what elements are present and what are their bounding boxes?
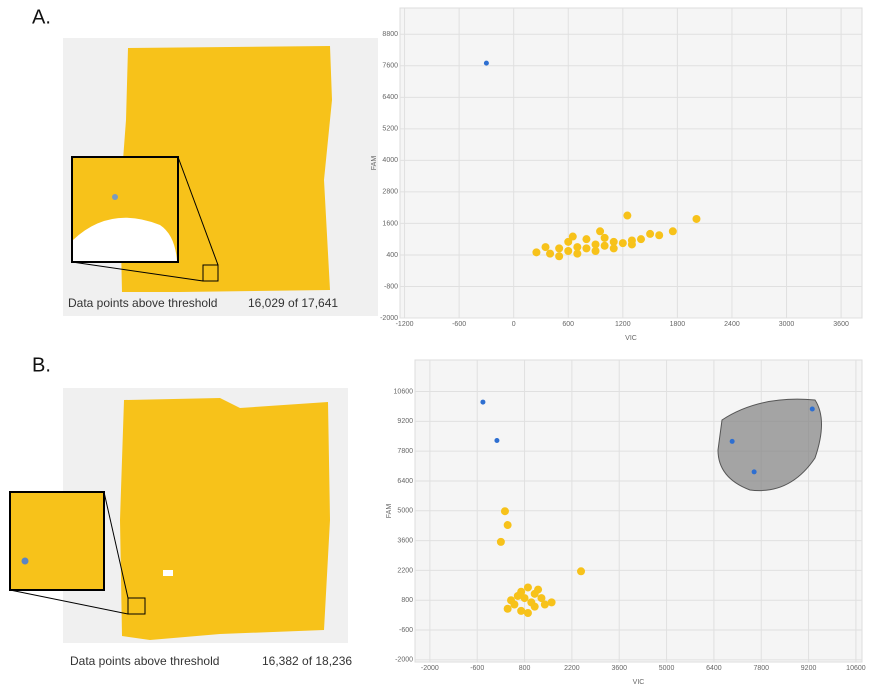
y-tick-label: -2000 bbox=[380, 315, 398, 322]
data-point bbox=[582, 235, 590, 243]
data-point bbox=[610, 244, 618, 252]
data-point bbox=[484, 61, 489, 66]
x-tick-label: -1200 bbox=[396, 321, 414, 328]
x-tick-label: 0 bbox=[512, 321, 516, 328]
data-point bbox=[521, 594, 529, 602]
data-point bbox=[592, 247, 600, 255]
data-point bbox=[623, 212, 631, 220]
figure: A. B. Data points above threshold 16,029… bbox=[0, 0, 871, 700]
data-point bbox=[810, 406, 815, 411]
x-tick-label: -600 bbox=[470, 665, 484, 672]
x-tick-label: 2400 bbox=[724, 321, 740, 328]
x-tick-label: 5000 bbox=[659, 665, 675, 672]
panel-label: B. bbox=[32, 354, 51, 376]
y-tick-label: 3600 bbox=[397, 537, 413, 544]
data-point bbox=[628, 240, 636, 248]
data-point bbox=[504, 605, 512, 613]
x-tick-label: 2200 bbox=[564, 665, 580, 672]
data-point bbox=[577, 567, 585, 575]
y-tick-label: 8800 bbox=[382, 31, 398, 38]
x-tick-label: 3600 bbox=[833, 321, 849, 328]
data-point bbox=[517, 607, 525, 615]
data-point bbox=[601, 242, 609, 250]
zoom-dot bbox=[22, 558, 29, 565]
x-axis-label: VIC bbox=[633, 679, 645, 686]
y-tick-label: 800 bbox=[401, 597, 413, 604]
y-tick-label: 10600 bbox=[394, 388, 414, 395]
y-tick-label: 5200 bbox=[382, 126, 398, 133]
y-tick-label: 7600 bbox=[382, 63, 398, 70]
panel-label: A. bbox=[32, 6, 51, 28]
data-point bbox=[480, 400, 485, 405]
x-axis-label: VIC bbox=[625, 335, 637, 342]
data-point bbox=[564, 247, 572, 255]
data-point bbox=[524, 583, 532, 591]
data-point bbox=[555, 252, 563, 260]
data-point bbox=[692, 215, 700, 223]
y-tick-label: 6400 bbox=[382, 94, 398, 101]
data-point bbox=[637, 235, 645, 243]
data-point bbox=[596, 227, 604, 235]
data-point bbox=[582, 244, 590, 252]
y-tick-label: 400 bbox=[386, 252, 398, 259]
data-point bbox=[532, 248, 540, 256]
y-tick-label: 7800 bbox=[397, 448, 413, 455]
y-tick-label: 1600 bbox=[382, 220, 398, 227]
x-tick-label: 10600 bbox=[846, 665, 866, 672]
data-point bbox=[619, 239, 627, 247]
count: 16,029 of 17,641 bbox=[248, 296, 338, 310]
data-point bbox=[752, 469, 757, 474]
data-point bbox=[646, 230, 654, 238]
x-tick-label: 1800 bbox=[670, 321, 686, 328]
y-tick-label: -800 bbox=[384, 283, 398, 290]
data-point bbox=[546, 250, 554, 258]
data-point bbox=[569, 233, 577, 241]
data-point bbox=[601, 234, 609, 242]
data-point bbox=[501, 507, 509, 515]
y-tick-label: -600 bbox=[399, 627, 413, 634]
data-point bbox=[531, 603, 539, 611]
caption: Data points above threshold bbox=[70, 654, 219, 668]
data-point bbox=[510, 600, 518, 608]
y-tick-label: 6400 bbox=[397, 478, 413, 485]
data-point bbox=[504, 521, 512, 529]
x-tick-label: 3600 bbox=[611, 665, 627, 672]
data-point bbox=[542, 243, 550, 251]
x-tick-label: 9200 bbox=[801, 665, 817, 672]
x-tick-label: 1200 bbox=[615, 321, 631, 328]
data-point bbox=[494, 438, 499, 443]
data-point bbox=[669, 227, 677, 235]
data-point bbox=[548, 598, 556, 606]
plot-area bbox=[400, 8, 862, 318]
x-tick-label: -2000 bbox=[421, 665, 439, 672]
y-tick-label: 2200 bbox=[397, 567, 413, 574]
x-tick-label: -600 bbox=[452, 321, 466, 328]
data-point bbox=[497, 538, 505, 546]
x-tick-label: 600 bbox=[562, 321, 574, 328]
x-tick-label: 3000 bbox=[779, 321, 795, 328]
zoom-inset bbox=[10, 492, 104, 590]
x-tick-label: 7800 bbox=[753, 665, 769, 672]
data-point bbox=[541, 600, 549, 608]
y-tick-label: 5000 bbox=[397, 508, 413, 515]
data-point bbox=[573, 250, 581, 258]
zoom-dot bbox=[112, 194, 118, 200]
y-tick-label: 4000 bbox=[382, 157, 398, 164]
data-point bbox=[555, 244, 563, 252]
y-axis-label: FAM bbox=[386, 504, 393, 519]
count: 16,382 of 18,236 bbox=[262, 654, 352, 668]
y-tick-label: 9200 bbox=[397, 418, 413, 425]
y-tick-label: -2000 bbox=[395, 657, 413, 664]
data-point bbox=[655, 231, 663, 239]
x-tick-label: 800 bbox=[519, 665, 531, 672]
data-point bbox=[534, 586, 542, 594]
x-tick-label: 6400 bbox=[706, 665, 722, 672]
caption: Data points above threshold bbox=[68, 296, 217, 310]
chip-image bbox=[120, 398, 330, 640]
data-point bbox=[524, 609, 532, 617]
data-point bbox=[730, 439, 735, 444]
y-axis-label: FAM bbox=[371, 156, 378, 171]
chip-hole bbox=[163, 570, 173, 576]
y-tick-label: 2800 bbox=[382, 189, 398, 196]
